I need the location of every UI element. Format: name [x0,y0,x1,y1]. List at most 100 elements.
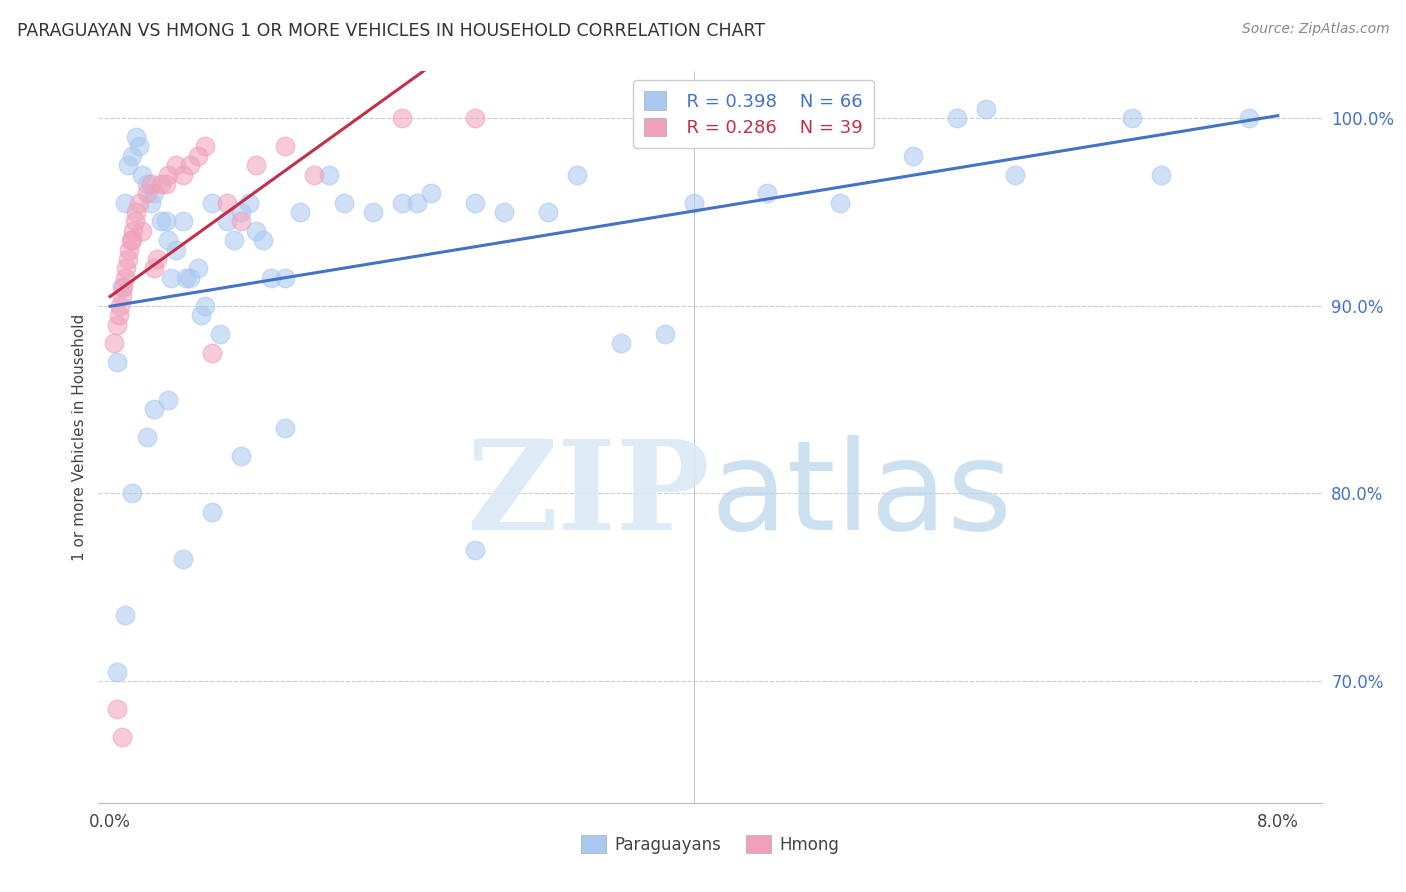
Point [231,205,253,219]
Point [1004,168,1026,182]
Text: ZIP: ZIP [467,435,710,556]
Point [120,233,142,247]
Point [901,149,924,163]
Point [142,186,165,201]
Point [464,195,486,210]
Point [172,552,194,566]
Point [274,420,297,434]
Point [135,186,157,201]
Point [288,205,311,219]
Point [155,214,177,228]
Point [114,608,136,623]
Point [332,195,354,210]
Point [157,168,180,182]
Point [146,252,169,266]
Point [755,186,778,201]
Point [245,224,267,238]
Point [174,270,197,285]
Point [194,299,217,313]
Point [135,177,157,191]
Point [260,270,283,285]
Point [121,233,143,247]
Point [128,139,150,153]
Point [125,130,148,145]
Point [361,205,384,219]
Point [274,270,297,285]
Point [464,542,486,557]
Point [105,355,128,369]
Text: PARAGUAYAN VS HMONG 1 OR MORE VEHICLES IN HOUSEHOLD CORRELATION CHART: PARAGUAYAN VS HMONG 1 OR MORE VEHICLES I… [17,22,765,40]
Point [157,233,180,247]
Point [150,177,173,191]
Point [194,139,217,153]
Point [103,336,125,351]
Point [131,224,153,238]
Point [245,158,267,172]
Point [111,280,134,294]
Point [231,214,253,228]
Point [124,214,146,228]
Point [187,149,209,163]
Point [142,261,165,276]
Point [610,336,633,351]
Point [114,195,136,210]
Point [238,195,260,210]
Point [201,195,224,210]
Point [150,214,173,228]
Point [112,280,135,294]
Point [108,308,131,322]
Point [208,326,231,341]
Point [105,702,128,716]
Point [187,261,209,276]
Point [105,665,128,679]
Point [142,401,165,416]
Point [1121,112,1143,126]
Point [157,392,180,407]
Point [215,214,238,228]
Point [567,168,589,182]
Point [464,112,486,126]
Point [318,168,340,182]
Point [165,243,187,257]
Point [405,195,427,210]
Text: Source: ZipAtlas.com: Source: ZipAtlas.com [1241,22,1389,37]
Point [420,186,443,201]
Point [131,168,153,182]
Point [201,505,224,519]
Point [111,730,134,744]
Point [494,205,516,219]
Y-axis label: 1 or more Vehicles in Household: 1 or more Vehicles in Household [72,313,87,561]
Point [121,486,143,500]
Point [155,177,177,191]
Point [391,112,413,126]
Point [179,158,201,172]
Point [128,195,150,210]
Point [117,158,139,172]
Point [654,326,676,341]
Point [179,270,201,285]
Point [160,270,183,285]
Point [974,102,997,116]
Text: atlas: atlas [710,435,1012,556]
Point [114,270,136,285]
Point [252,233,274,247]
Point [215,195,238,210]
Point [224,233,246,247]
Point [391,195,413,210]
Point [172,168,194,182]
Point [139,177,162,191]
Point [121,149,143,163]
Point [537,205,560,219]
Point [139,195,162,210]
Point [828,195,851,210]
Point [201,345,224,359]
Point [304,168,326,182]
Point [110,299,132,313]
Point [945,112,967,126]
Point [165,158,187,172]
Point [122,224,145,238]
Point [111,289,134,303]
Point [1237,112,1260,126]
Point [274,139,297,153]
Point [683,195,706,210]
